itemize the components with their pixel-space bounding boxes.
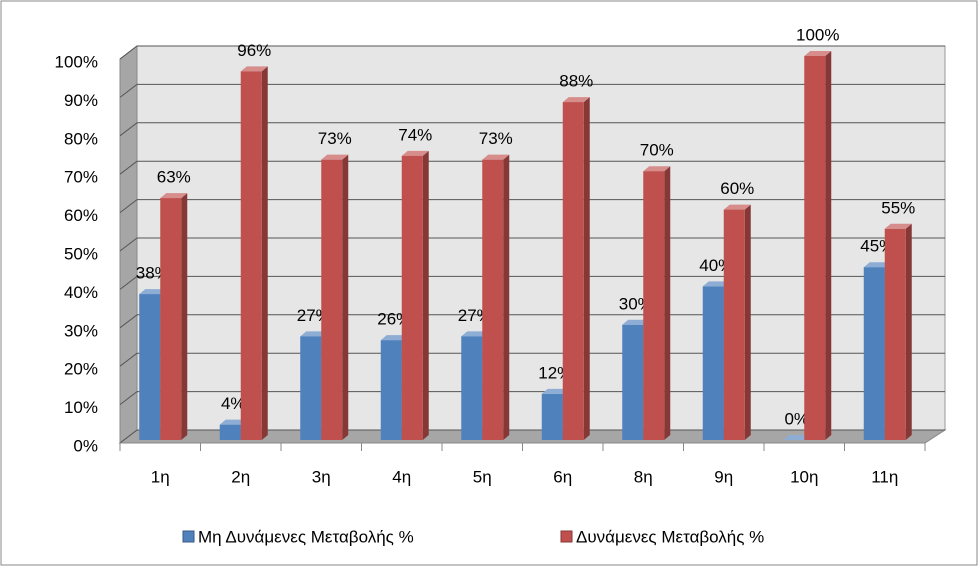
bar: [562, 102, 584, 440]
bar: [321, 159, 343, 440]
grid-line-side: [119, 122, 138, 137]
bar-top: [461, 331, 489, 337]
grid-line-side: [119, 84, 138, 98]
legend-label: Μη Δυνάμενες Μεταβολής %: [198, 527, 414, 546]
grid-line-side: [119, 160, 138, 175]
bar-top: [219, 419, 247, 425]
bar-top: [863, 262, 891, 268]
bar-side: [422, 150, 429, 440]
bar-top: [783, 435, 811, 440]
value-label: 73%: [479, 129, 513, 148]
bar: [702, 286, 724, 440]
y-tick-label: 60%: [64, 206, 98, 225]
value-label: 100%: [796, 25, 839, 44]
value-label: 73%: [318, 129, 352, 148]
legend-swatch: [560, 530, 573, 543]
value-label: 88%: [559, 72, 593, 91]
grid-line-side: [119, 391, 138, 405]
bar-side: [744, 204, 751, 440]
bar-top: [240, 66, 268, 72]
x-tick-label: 10η: [790, 467, 818, 486]
bar-top: [702, 281, 730, 287]
grid-line-side: [119, 429, 138, 444]
bar: [240, 71, 262, 441]
y-tick-label: 20%: [64, 360, 98, 379]
value-label: 74%: [398, 125, 432, 144]
bar: [622, 324, 644, 440]
bar: [461, 336, 483, 440]
value-label: 60%: [720, 179, 754, 198]
grid-line-side: [119, 237, 138, 252]
value-label: 96%: [237, 41, 271, 60]
x-tick-label: 9η: [714, 467, 733, 486]
y-tick-label: 80%: [64, 129, 98, 148]
grid-line-side: [119, 45, 138, 60]
grid-line-side: [119, 276, 138, 290]
bar-side: [905, 223, 912, 440]
bar-side: [181, 193, 188, 440]
y-tick-label: 50%: [64, 244, 98, 263]
bar: [723, 209, 745, 440]
x-tick-label: 1η: [151, 467, 170, 486]
bar: [643, 171, 665, 440]
y-tick-label: 90%: [64, 91, 98, 110]
value-label: 63%: [157, 168, 191, 187]
bar-top: [401, 150, 429, 156]
bar-top: [723, 204, 751, 210]
bar-top: [643, 166, 671, 172]
y-tick-label: 0%: [73, 436, 98, 455]
bar-top: [482, 154, 510, 160]
legend-label: Δυνάμενες Μεταβολής %: [576, 527, 764, 546]
bar-top: [884, 223, 912, 229]
bar-side: [583, 97, 590, 440]
bar-side: [664, 166, 671, 440]
x-tick-label: 4η: [392, 467, 411, 486]
value-label: 70%: [640, 141, 674, 160]
x-tick-label: 6η: [553, 467, 572, 486]
grid-line-side: [119, 352, 138, 367]
bar-side: [261, 66, 268, 441]
bar: [884, 228, 906, 440]
bar-top: [160, 193, 188, 199]
legend-swatch: [182, 530, 195, 543]
bar-top: [541, 388, 569, 394]
bar-top: [622, 319, 650, 325]
bar: [160, 198, 182, 440]
value-label: 4%: [221, 394, 246, 413]
bar-top: [321, 154, 349, 160]
y-tick-label: 70%: [64, 168, 98, 187]
y-tick-label: 30%: [64, 321, 98, 340]
bar-side: [825, 51, 832, 440]
x-tick-label: 5η: [473, 467, 492, 486]
y-tick-label: 40%: [64, 283, 98, 302]
value-label: 0%: [784, 409, 809, 428]
bar: [482, 159, 504, 440]
bar: [401, 155, 423, 440]
bar-side: [503, 154, 510, 440]
bar: [863, 267, 885, 440]
bar-top: [300, 331, 328, 337]
x-tick-label: 2η: [231, 467, 250, 486]
bar: [219, 424, 241, 440]
y-tick-label: 10%: [64, 398, 98, 417]
bar-side: [342, 154, 349, 440]
bar-top: [562, 97, 590, 103]
x-tick-label: 8η: [634, 467, 653, 486]
bar: [541, 393, 563, 440]
bar: [139, 294, 161, 440]
x-tick-label: 3η: [312, 467, 331, 486]
value-label: 55%: [881, 198, 915, 217]
bar-top: [139, 289, 167, 295]
grid-line-side: [119, 314, 138, 329]
bar: [380, 340, 402, 440]
bar-top: [380, 335, 408, 341]
bar-top: [804, 51, 832, 56]
grid-line-side: [119, 199, 138, 213]
bar: [804, 56, 826, 440]
y-tick-label: 100%: [55, 52, 98, 71]
bar: [300, 336, 322, 440]
x-tick-label: 11η: [871, 467, 898, 486]
